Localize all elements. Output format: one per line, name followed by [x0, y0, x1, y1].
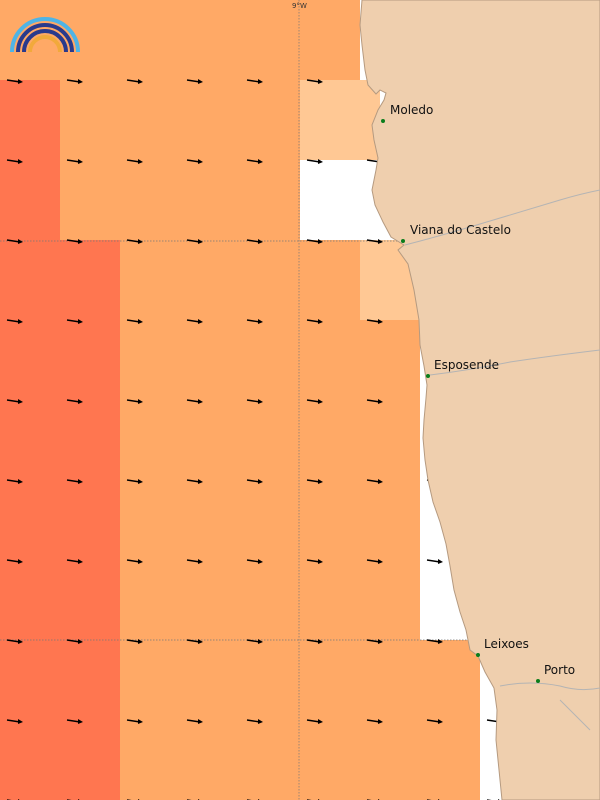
- sea-cell: [60, 80, 300, 240]
- wind-arrow: [126, 639, 143, 644]
- city-label-porto: Porto: [544, 663, 575, 677]
- river-cavado: [429, 349, 600, 376]
- city-porto[interactable]: Porto: [536, 663, 575, 683]
- wind-arrow: [186, 639, 203, 644]
- wind-arrow: [6, 159, 23, 164]
- wind-arrow: [366, 719, 383, 724]
- river-douro: [499, 682, 600, 691]
- city-dot: [536, 679, 540, 683]
- wind-arrow: [186, 559, 203, 564]
- wind-arrow: [366, 239, 383, 244]
- wind-arrow: [186, 719, 203, 724]
- wind-arrow: [126, 479, 143, 484]
- wind-arrow: [246, 159, 263, 164]
- river-minor: [559, 699, 591, 731]
- sea-cell: [300, 80, 380, 160]
- wind-arrow: [246, 79, 263, 84]
- wind-arrow: [6, 639, 23, 644]
- wind-arrow: [126, 719, 143, 724]
- wind-arrow: [246, 239, 263, 244]
- wind-arrow: [246, 319, 263, 324]
- wind-arrow: [306, 79, 323, 84]
- city-dot: [476, 653, 480, 657]
- wind-arrow: [306, 559, 323, 564]
- land-area: [359, 0, 600, 800]
- wind-arrow: [366, 559, 383, 564]
- wind-arrow: [66, 239, 83, 244]
- city-label-moledo: Moledo: [390, 103, 433, 117]
- sea-cell: [0, 240, 120, 800]
- wind-arrow: [306, 639, 323, 644]
- city-label-viana-do-castelo: Viana do Castelo: [410, 223, 511, 237]
- wind-arrow: [66, 159, 83, 164]
- city-dot: [426, 374, 430, 378]
- city-dot: [381, 119, 385, 123]
- wind-arrow: [186, 239, 203, 244]
- river-lima: [404, 189, 600, 246]
- longitude-label: 9°W: [292, 2, 307, 10]
- city-leixoes[interactable]: Leixoes: [476, 637, 529, 657]
- wind-arrow: [306, 319, 323, 324]
- sea-cell: [120, 640, 480, 800]
- wind-arrow: [6, 79, 23, 84]
- wind-arrow: [306, 159, 323, 164]
- wind-arrow: [246, 479, 263, 484]
- wind-arrow: [6, 239, 23, 244]
- wind-arrow: [66, 639, 83, 644]
- wind-arrow: [306, 399, 323, 404]
- wind-arrow: [66, 319, 83, 324]
- wind-arrow: [366, 319, 383, 324]
- wind-arrow: [186, 399, 203, 404]
- wind-arrow: [6, 559, 23, 564]
- city-markers: Moledo Viana do Castelo Esposende Leixoe…: [381, 103, 575, 683]
- wind-arrow: [66, 479, 83, 484]
- wind-arrow: [126, 399, 143, 404]
- wind-arrow: [6, 719, 23, 724]
- wind-arrow: [186, 319, 203, 324]
- wind-arrow: [6, 319, 23, 324]
- wind-arrow: [426, 639, 443, 644]
- wind-arrow: [66, 719, 83, 724]
- wind-arrow: [126, 319, 143, 324]
- wind-arrow: [6, 399, 23, 404]
- city-label-esposende: Esposende: [434, 358, 499, 372]
- wind-arrow: [426, 559, 443, 564]
- wind-arrow: [126, 559, 143, 564]
- wind-arrow: [306, 719, 323, 724]
- wind-arrow: [66, 79, 83, 84]
- wind-arrow: [126, 239, 143, 244]
- wind-arrow: [246, 719, 263, 724]
- city-label-leixoes: Leixoes: [484, 637, 529, 651]
- wind-arrow: [6, 479, 23, 484]
- wind-arrow: [366, 639, 383, 644]
- logo-icon: [10, 17, 80, 53]
- wind-arrow: [66, 399, 83, 404]
- wind-arrow: [246, 559, 263, 564]
- sea-cell: [120, 240, 360, 640]
- wind-arrow: [66, 559, 83, 564]
- city-dot: [401, 239, 405, 243]
- city-esposende[interactable]: Esposende: [426, 358, 499, 378]
- wind-arrow: [126, 79, 143, 84]
- wind-arrow: [426, 719, 443, 724]
- wind-arrow: [186, 479, 203, 484]
- wind-arrow: [366, 399, 383, 404]
- sea-heatmap: [0, 0, 480, 800]
- wind-arrow: [246, 639, 263, 644]
- wind-arrow: [186, 79, 203, 84]
- wind-arrow: [366, 479, 383, 484]
- coastline: [359, 0, 600, 800]
- wind-arrow: [306, 239, 323, 244]
- city-viana-do-castelo[interactable]: Viana do Castelo: [401, 223, 511, 243]
- wind-arrow: [306, 479, 323, 484]
- city-moledo[interactable]: Moledo: [381, 103, 433, 123]
- wind-arrow: [186, 159, 203, 164]
- wind-arrow: [126, 159, 143, 164]
- wind-arrow: [246, 399, 263, 404]
